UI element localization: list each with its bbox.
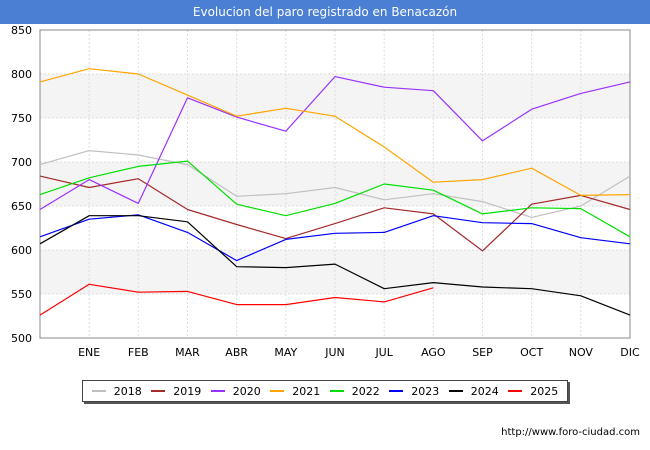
legend-item-2021: 2021: [270, 385, 320, 398]
legend-label: 2019: [173, 384, 202, 398]
y-tick-label: 750: [11, 112, 32, 125]
y-tick-label: 550: [11, 288, 32, 301]
legend-swatch: [508, 390, 523, 392]
y-tick-label: 500: [11, 332, 32, 345]
x-tick-label: JUL: [374, 346, 393, 359]
series-line-2023: [39, 214, 631, 262]
legend-item-2018: 2018: [91, 384, 142, 398]
x-tick-label: FEB: [128, 346, 149, 359]
legend-item-2022: 2022: [329, 384, 380, 398]
y-tick-label: 600: [11, 244, 32, 257]
x-tick-label: ABR: [225, 346, 248, 359]
legend-label: 2020: [232, 384, 261, 398]
series-line-2025: [39, 283, 434, 316]
legend-label: 2022: [351, 384, 380, 398]
x-tick-label: NOV: [569, 346, 594, 359]
series-line-2020: [39, 75, 631, 211]
source-credit: http://www.foro-ciudad.com: [501, 427, 640, 438]
x-tick-label: MAR: [175, 346, 200, 359]
legend-swatch: [329, 390, 344, 392]
legend-swatch: [270, 390, 285, 392]
legend-swatch: [210, 390, 225, 392]
legend-swatch: [151, 390, 166, 392]
series-line-2022: [39, 160, 631, 238]
legend-label: 2018: [113, 384, 142, 398]
y-tick-label: 850: [11, 24, 32, 37]
chart-title: Evolucion del paro registrado en Benacaz…: [0, 0, 650, 24]
y-tick-label: 700: [11, 156, 32, 169]
legend-swatch: [448, 390, 463, 392]
x-tick-label: JUN: [324, 346, 345, 359]
plot-area-border: [39, 29, 631, 339]
legend-label: 2025: [530, 384, 559, 398]
x-tick-label: AGO: [421, 346, 446, 359]
chart-legend: 2018 2019 2020 2021 2022 2023 2024 2025: [82, 380, 568, 402]
y-tick-label: 800: [11, 68, 32, 81]
x-tick-label: DIC: [620, 346, 640, 359]
x-tick-label: MAY: [274, 346, 297, 359]
x-tick-label: OCT: [520, 346, 543, 359]
legend-item-2025: 2025: [508, 385, 558, 398]
series-line-2019: [39, 175, 631, 252]
legend-item-2019: 2019: [151, 385, 201, 398]
legend-item-2020: 2020: [210, 384, 261, 398]
legend-label: 2021: [292, 384, 321, 398]
legend-label: 2024: [470, 384, 499, 398]
series-line-2024: [39, 215, 631, 316]
legend-label: 2023: [411, 384, 440, 398]
legend-item-2023: 2023: [389, 385, 439, 398]
legend-item-2024: 2024: [448, 384, 499, 398]
x-tick-label: SEP: [472, 346, 493, 359]
x-tick-label: ENE: [78, 346, 100, 359]
legend-swatch: [389, 390, 404, 392]
legend-swatch: [91, 390, 106, 392]
series-line-2021: [39, 68, 631, 196]
series-line-2018: [39, 150, 631, 218]
y-tick-label: 650: [11, 200, 32, 213]
